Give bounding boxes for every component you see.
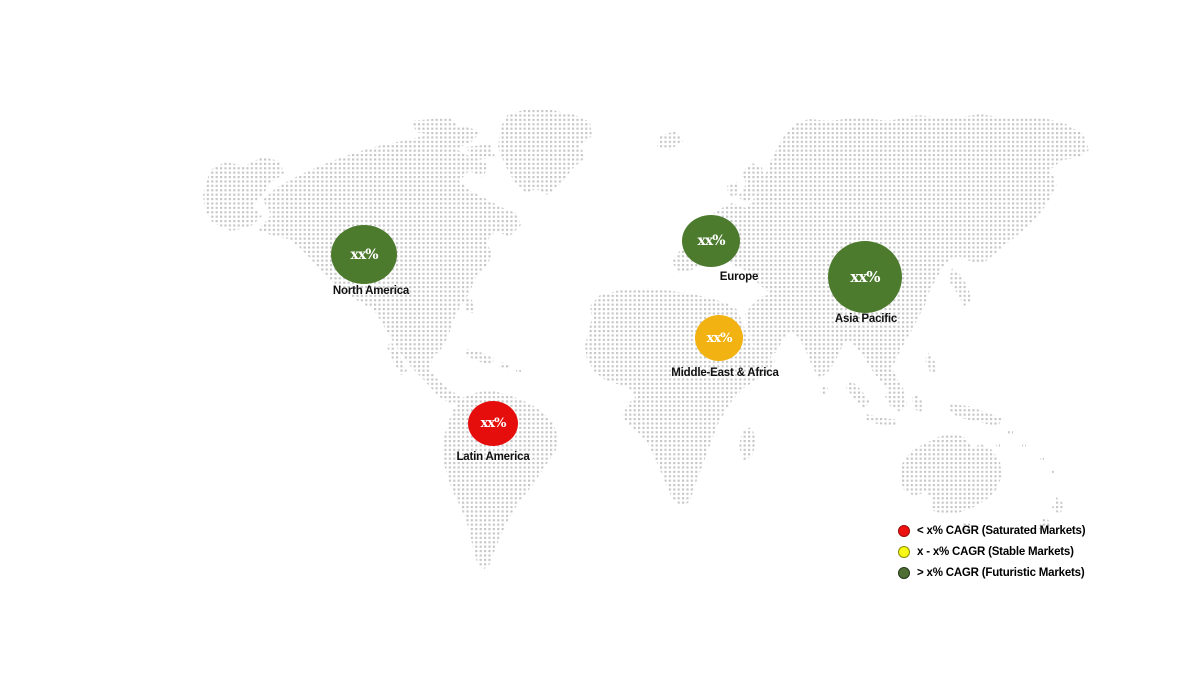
- region-label-latin-america: Latin America: [456, 451, 530, 463]
- legend-item-saturated-label: < x% CAGR (Saturated Markets): [917, 524, 1086, 537]
- legend-item-saturated: < x% CAGR (Saturated Markets): [898, 520, 1086, 541]
- region-label-europe: Europe: [719, 271, 759, 283]
- bubble-north-america-value: xx%: [350, 246, 379, 263]
- bubble-latin-america: xx%: [468, 401, 518, 446]
- stable-marker-icon: [898, 545, 910, 558]
- legend-item-futuristic: > x% CAGR (Futuristic Markets): [898, 562, 1085, 583]
- bubble-middle-east-africa: xx%: [695, 315, 743, 361]
- bubble-middle-east-africa-value: xx%: [706, 330, 733, 346]
- bubble-latin-america-value: xx%: [480, 416, 507, 431]
- bubble-asia-pacific: xx%: [828, 241, 902, 313]
- bubble-europe-value: xx%: [697, 233, 726, 249]
- legend-item-stable: x - x% CAGR (Stable Markets): [898, 541, 1085, 562]
- saturated-marker-icon: [898, 524, 910, 537]
- region-label-north-america: North America: [332, 285, 410, 297]
- bubble-europe: xx%: [682, 215, 740, 267]
- legend: < x% CAGR (Saturated Markets) x - x% CAG…: [898, 520, 1086, 583]
- legend-item-futuristic-label: > x% CAGR (Futuristic Markets): [917, 566, 1085, 579]
- region-label-asia-pacific: Asia Pacific: [834, 313, 898, 325]
- bubble-asia-pacific-value: xx%: [850, 268, 880, 286]
- legend-item-stable-label: x - x% CAGR (Stable Markets): [917, 545, 1074, 558]
- continents: [203, 109, 1089, 570]
- region-label-middle-east-africa: Middle-East & Africa: [671, 367, 779, 379]
- futuristic-marker-icon: [898, 566, 910, 579]
- bubble-north-america: xx%: [331, 225, 397, 284]
